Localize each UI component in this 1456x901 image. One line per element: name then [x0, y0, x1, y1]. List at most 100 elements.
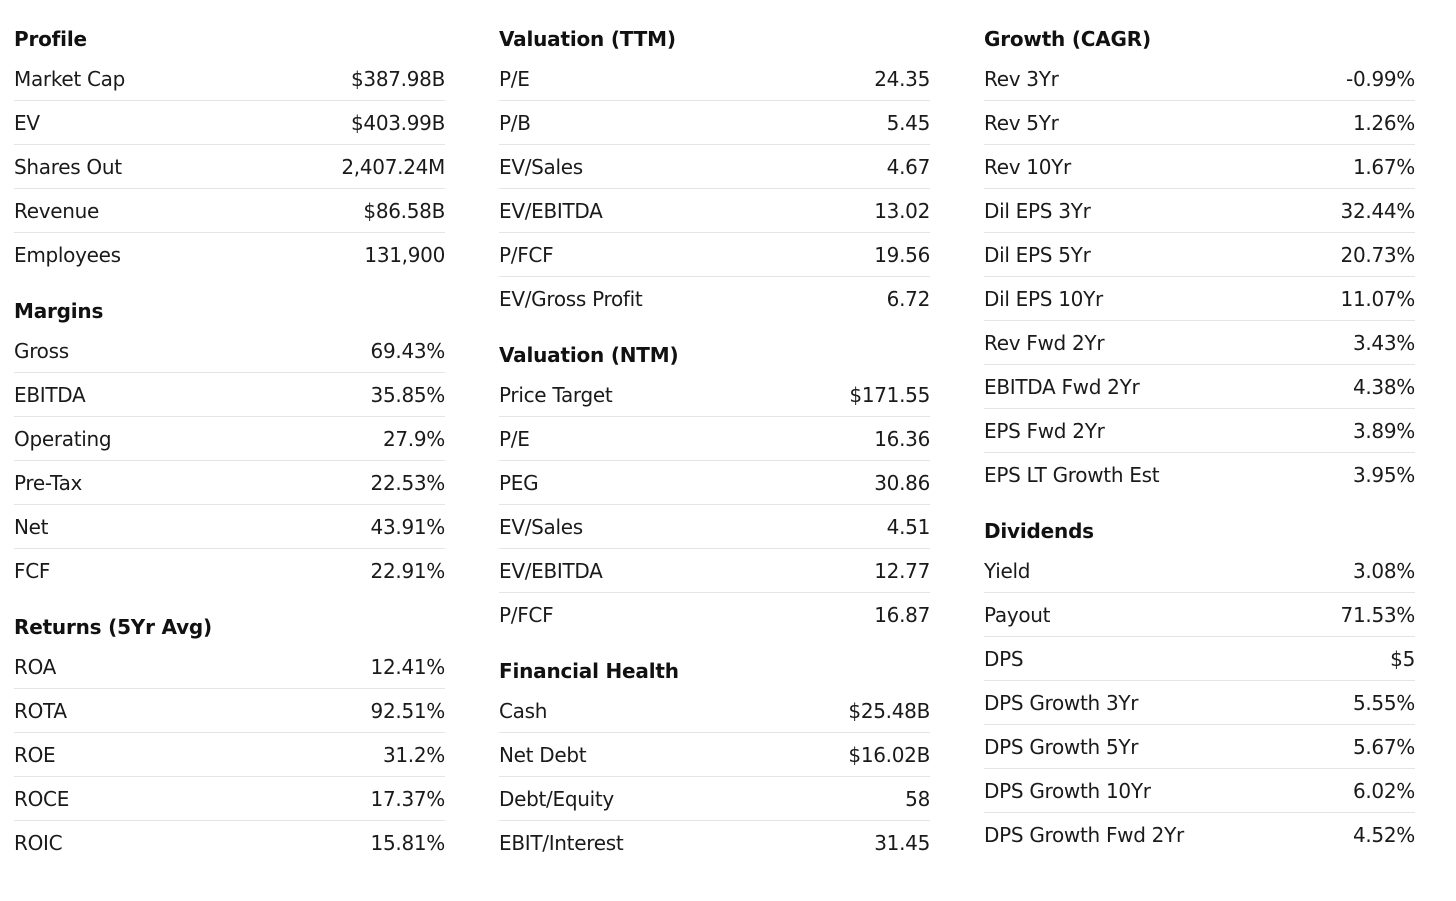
metric-value: 69.43% — [370, 338, 446, 363]
section-title: Financial Health — [499, 659, 679, 683]
section-title: Margins — [14, 299, 104, 323]
metric-value: 16.87 — [874, 602, 930, 627]
metric-row: Market Cap $387.98B — [14, 57, 445, 101]
metric-row: EV/Gross Profit 6.72 — [499, 277, 930, 320]
metric-value: 131,900 — [364, 242, 445, 267]
metric-value: -0.99% — [1346, 66, 1415, 91]
metric-row: Rev 3Yr -0.99% — [984, 57, 1415, 101]
metric-value: 1.26% — [1352, 110, 1415, 135]
metric-label: DPS Growth 3Yr — [984, 690, 1139, 715]
metric-list: P/E 24.35 P/B 5.45 EV/Sales 4.67 EV/EBITDA 13.0… — [499, 57, 930, 320]
metric-row: Yield 3.08% — [984, 549, 1415, 593]
metric-label: P/E — [499, 66, 530, 91]
metric-row: EV/Sales 4.51 — [499, 505, 930, 549]
metric-row: EBITDA 35.85% — [14, 373, 445, 417]
metric-label: Price Target — [499, 382, 613, 407]
metric-value: 31.45 — [874, 830, 930, 855]
metric-label: EBIT/Interest — [499, 830, 624, 855]
metric-label: Dil EPS 3Yr — [984, 198, 1091, 223]
metric-row: Rev Fwd 2Yr 3.43% — [984, 321, 1415, 365]
metric-label: EV/EBITDA — [499, 558, 603, 583]
metric-row: DPS Growth 10Yr 6.02% — [984, 769, 1415, 813]
metric-row: Net Debt $16.02B — [499, 733, 930, 777]
metric-label: EV/Sales — [499, 514, 583, 539]
metric-row: PEG 30.86 — [499, 461, 930, 505]
section-title: Valuation (TTM) — [499, 27, 676, 51]
metric-value: 4.52% — [1352, 822, 1415, 847]
metric-label: Revenue — [14, 198, 99, 223]
metric-row: Shares Out 2,407.24M — [14, 145, 445, 189]
metric-label: Rev 5Yr — [984, 110, 1059, 135]
metric-row: Price Target $171.55 — [499, 373, 930, 417]
metric-label: Payout — [984, 602, 1051, 627]
metric-row: ROTA 92.51% — [14, 689, 445, 733]
metric-row: EV/EBITDA 12.77 — [499, 549, 930, 593]
metric-row: P/B 5.45 — [499, 101, 930, 145]
metric-label: ROA — [14, 654, 57, 679]
metric-label: EV/Gross Profit — [499, 286, 643, 311]
metric-section: Dividends Yield 3.08% Payout 71.53% DPS $5 DPS … — [984, 514, 1415, 856]
metric-value: 27.9% — [382, 426, 445, 451]
metric-label: EPS Fwd 2Yr — [984, 418, 1105, 443]
metric-label: Yield — [984, 558, 1031, 583]
metric-value: 12.41% — [370, 654, 446, 679]
metric-row: DPS Growth Fwd 2Yr 4.52% — [984, 813, 1415, 856]
metric-section: Valuation (TTM) P/E 24.35 P/B 5.45 EV/Sales 4.… — [499, 22, 930, 320]
metric-value: 4.67 — [886, 154, 931, 179]
metric-label: DPS — [984, 646, 1024, 671]
metric-label: Dil EPS 5Yr — [984, 242, 1091, 267]
metric-value: 6.72 — [886, 286, 931, 311]
metric-value: 3.95% — [1352, 462, 1415, 487]
metric-row: EPS Fwd 2Yr 3.89% — [984, 409, 1415, 453]
metric-value: 31.2% — [382, 742, 445, 767]
metric-value: 1.67% — [1352, 154, 1415, 179]
metric-value: 16.36 — [874, 426, 930, 451]
metric-row: Employees 131,900 — [14, 233, 445, 276]
metric-value: 35.85% — [370, 382, 446, 407]
metric-label: Market Cap — [14, 66, 126, 91]
metric-row: ROCE 17.37% — [14, 777, 445, 821]
section-title: Valuation (NTM) — [499, 343, 679, 367]
metric-row: Dil EPS 5Yr 20.73% — [984, 233, 1415, 277]
metric-label: Rev 3Yr — [984, 66, 1059, 91]
metric-value: 22.53% — [370, 470, 446, 495]
metric-row: P/FCF 19.56 — [499, 233, 930, 277]
metric-value: $171.55 — [849, 382, 930, 407]
metric-value: 4.38% — [1352, 374, 1415, 399]
metric-row: Revenue $86.58B — [14, 189, 445, 233]
metric-row: DPS Growth 5Yr 5.67% — [984, 725, 1415, 769]
metric-row: Gross 69.43% — [14, 329, 445, 373]
metric-row: Dil EPS 3Yr 32.44% — [984, 189, 1415, 233]
metric-value: 5.67% — [1352, 734, 1415, 759]
metric-value: 5.55% — [1352, 690, 1415, 715]
metric-value: $387.98B — [350, 66, 445, 91]
metric-row: Net 43.91% — [14, 505, 445, 549]
metric-row: DPS Growth 3Yr 5.55% — [984, 681, 1415, 725]
metric-label: ROCE — [14, 786, 70, 811]
metric-value: 11.07% — [1340, 286, 1416, 311]
metric-label: DPS Growth 10Yr — [984, 778, 1151, 803]
metric-row: Pre-Tax 22.53% — [14, 461, 445, 505]
metric-row: FCF 22.91% — [14, 549, 445, 592]
metric-section: Growth (CAGR) Rev 3Yr -0.99% Rev 5Yr 1.26% Re… — [984, 22, 1415, 496]
metric-label: Rev Fwd 2Yr — [984, 330, 1105, 355]
metric-label: Shares Out — [14, 154, 122, 179]
stats-column: Profile Market Cap $387.98B EV $403.99B Share… — [14, 22, 445, 864]
metric-row: P/E 24.35 — [499, 57, 930, 101]
metric-row: Operating 27.9% — [14, 417, 445, 461]
metric-section: Margins Gross 69.43% EBITDA 35.85% Operating 2… — [14, 294, 445, 592]
metric-value: 22.91% — [370, 558, 446, 583]
metric-value: 17.37% — [370, 786, 446, 811]
metric-value: 13.02 — [874, 198, 930, 223]
metric-row: Payout 71.53% — [984, 593, 1415, 637]
metric-list: Gross 69.43% EBITDA 35.85% Operating 27.9% Pre… — [14, 329, 445, 592]
metric-row: ROE 31.2% — [14, 733, 445, 777]
metric-value: 32.44% — [1340, 198, 1416, 223]
metric-value: 43.91% — [370, 514, 446, 539]
metric-value: $16.02B — [848, 742, 930, 767]
metric-label: EV — [14, 110, 40, 135]
metric-row: Rev 5Yr 1.26% — [984, 101, 1415, 145]
metric-label: Net Debt — [499, 742, 587, 767]
metric-label: Cash — [499, 698, 548, 723]
